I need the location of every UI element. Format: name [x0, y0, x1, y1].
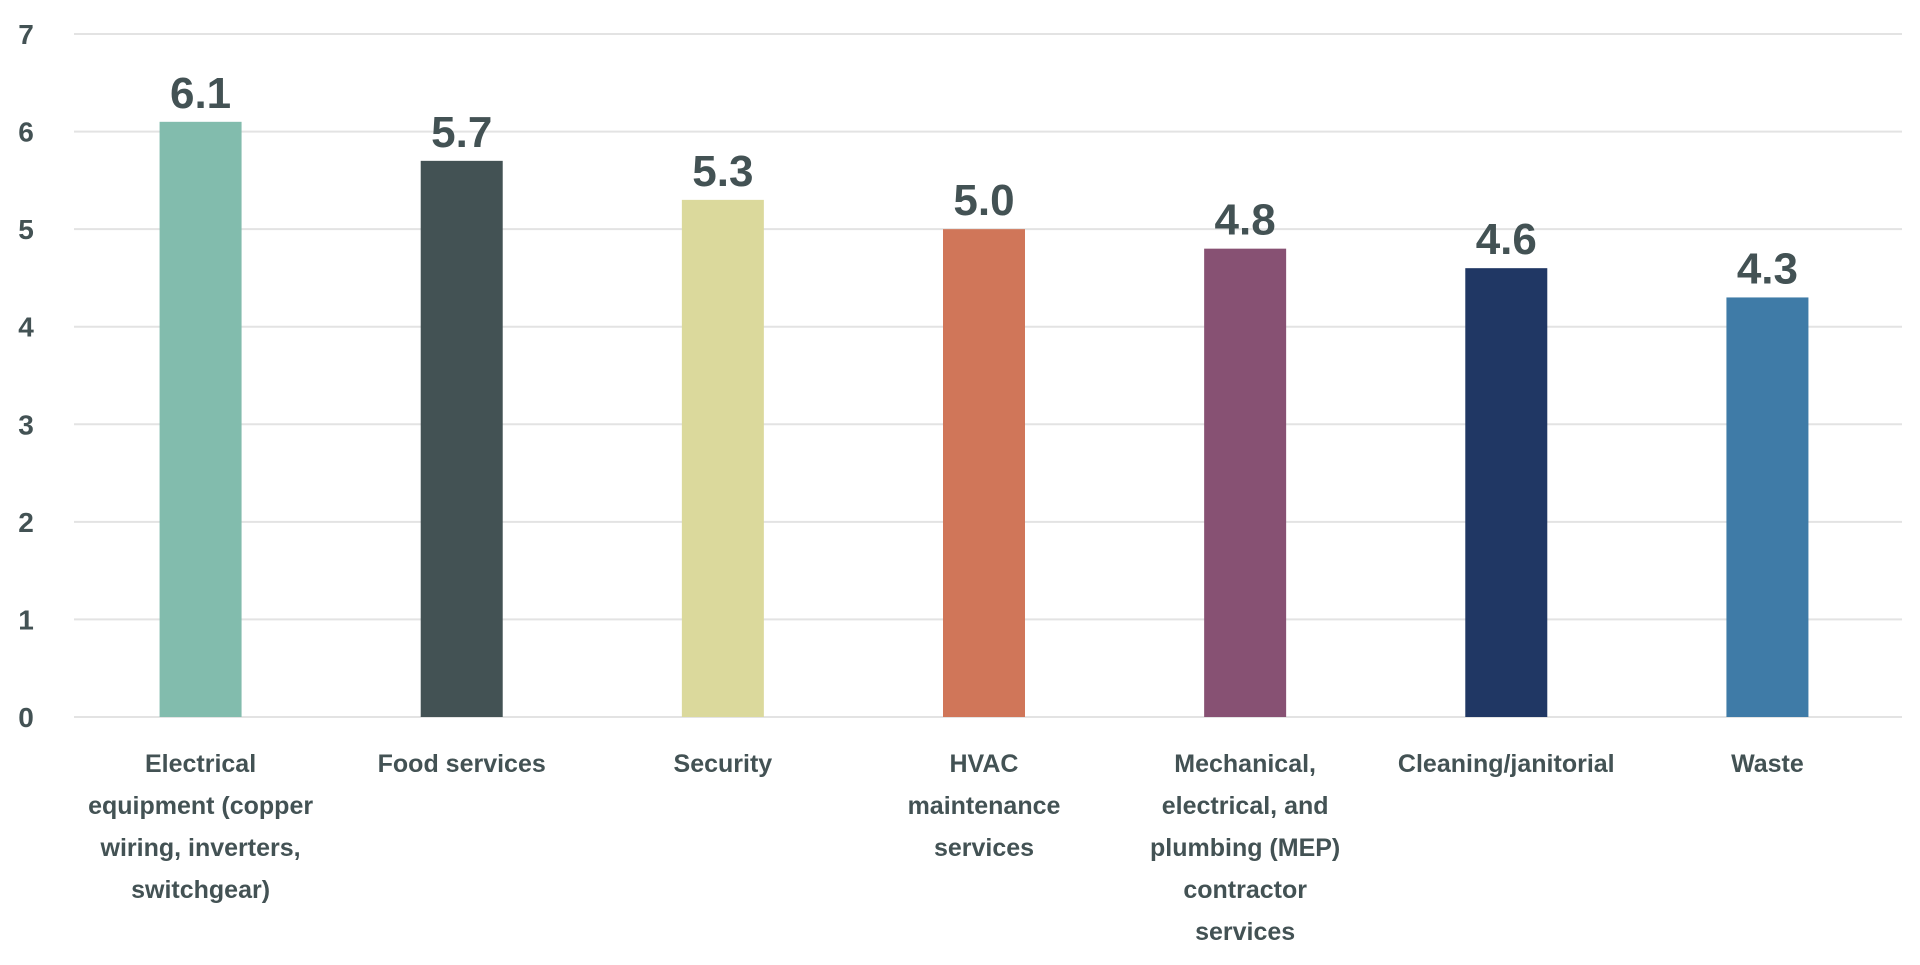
x-tick-label: Electrical equipment (copper wiring, inver…: [88, 750, 313, 904]
data-label: 6.1: [170, 69, 231, 118]
x-tick-label: Mechanical, electrical, and plumbing (MEP)…: [1150, 750, 1340, 946]
x-tick-label-line: Security: [674, 750, 773, 778]
y-tick-label: 3: [18, 409, 34, 440]
bar: [1726, 297, 1809, 717]
x-tick-label-line: electrical, and: [1162, 792, 1329, 820]
data-label: 4.6: [1476, 215, 1537, 264]
x-tick-label: Security: [674, 750, 773, 778]
x-tick-label-line: equipment (copper: [88, 792, 313, 820]
x-tick-label-line: plumbing (MEP): [1150, 834, 1340, 862]
x-tick-label-line: Mechanical,: [1174, 750, 1316, 778]
data-label: 5.3: [692, 147, 753, 196]
y-tick-label: 5: [18, 214, 34, 245]
x-tick-label-line: maintenance: [908, 792, 1061, 820]
bars: [159, 121, 1809, 718]
x-tick-label-line: Electrical: [145, 750, 256, 778]
x-tick-label-line: services: [1195, 918, 1295, 946]
data-label: 4.3: [1737, 244, 1798, 293]
data-label: 5.0: [953, 176, 1014, 225]
x-tick-label: HVAC maintenance services: [908, 750, 1061, 862]
x-tick-label-line: Cleaning/janitorial: [1398, 750, 1615, 778]
x-tick-label-line: HVAC: [950, 750, 1019, 778]
x-tick-label-line: Waste: [1731, 750, 1804, 778]
y-tick-label: 7: [18, 19, 34, 50]
x-tick-label-line: switchgear): [131, 876, 270, 904]
x-tick-label-line: contractor: [1183, 876, 1307, 904]
data-label: 4.8: [1215, 196, 1276, 245]
y-axis-ticks: 0 1 2 3 4 5 6 7: [18, 19, 34, 733]
data-label: 5.7: [431, 108, 492, 157]
x-tick-label: Waste: [1731, 750, 1804, 778]
bar: [943, 229, 1025, 717]
bar: [420, 160, 503, 718]
bar: [159, 121, 242, 718]
y-tick-label: 6: [18, 117, 34, 148]
x-tick-label-line: services: [934, 834, 1034, 862]
x-tick-label: Food services: [378, 750, 546, 778]
data-labels: 6.1 5.7 5.3 5.0 4.8 4.6 4.3: [170, 69, 1798, 294]
bar: [1204, 248, 1287, 717]
x-axis-labels: Electrical equipment (copper wiring, inver…: [88, 750, 1804, 946]
y-tick-label: 0: [18, 702, 34, 733]
bar: [681, 199, 764, 717]
x-tick-label-line: wiring, inverters,: [100, 834, 301, 862]
x-tick-label-line: Food services: [378, 750, 546, 778]
x-tick-label: Cleaning/janitorial: [1398, 750, 1615, 778]
y-tick-label: 1: [18, 604, 34, 635]
bar: [1465, 268, 1548, 717]
y-tick-label: 4: [18, 312, 34, 343]
y-tick-label: 2: [18, 507, 34, 538]
